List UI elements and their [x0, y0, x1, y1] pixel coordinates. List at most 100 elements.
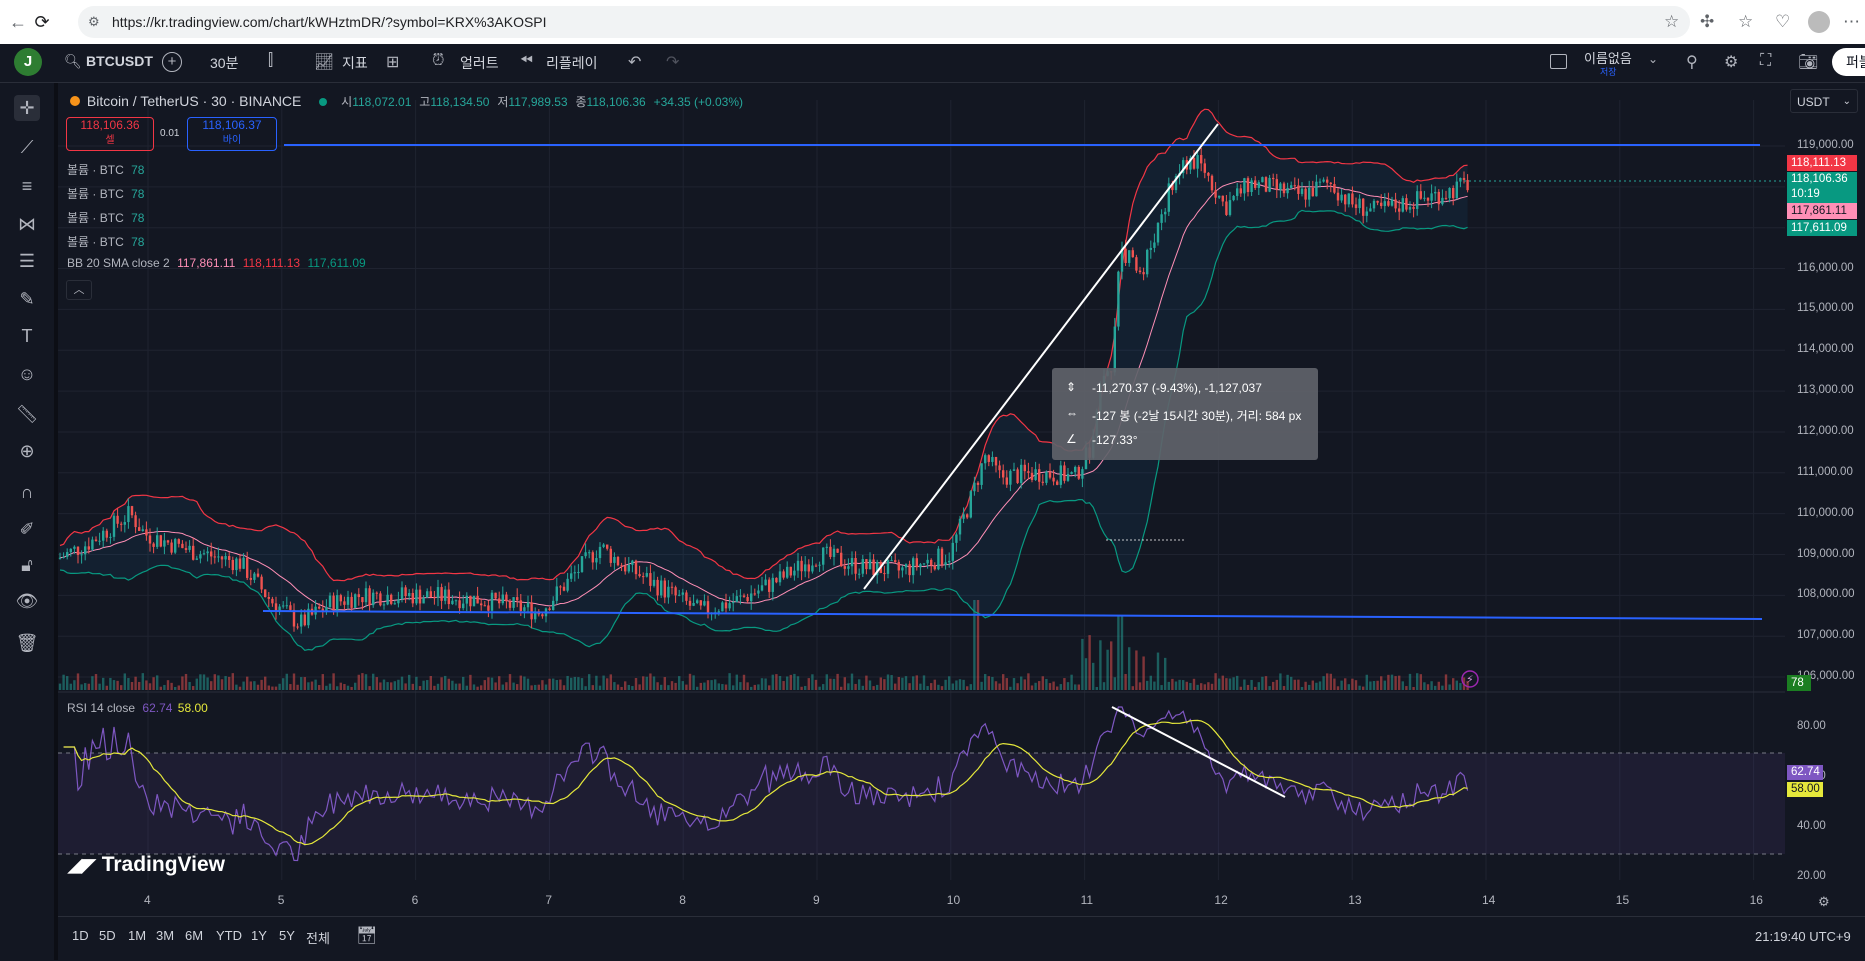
- text-tool-icon[interactable]: T: [21, 326, 33, 346]
- symbol-title[interactable]: Bitcoin / TetherUS · 30 · BINANCE: [86, 93, 302, 109]
- trendline-icon[interactable]: ⟋: [20, 137, 34, 157]
- rsi-indicator[interactable]: RSI 14 close 62.74 58.00: [67, 701, 208, 715]
- volume-indicator-2[interactable]: 볼륨 · BTC 78: [67, 185, 144, 202]
- candle-body: [1048, 471, 1052, 478]
- emoji-icon[interactable]: ☺: [17, 364, 37, 384]
- favorites-icon[interactable]: ☆: [1738, 12, 1754, 31]
- templates-icon[interactable]: ⊞: [386, 54, 400, 71]
- range-button-1y[interactable]: 1Y: [251, 928, 267, 943]
- shield-icon[interactable]: ♡: [1775, 12, 1791, 31]
- clock-timezone[interactable]: 21:19:40 UTC+9: [1755, 929, 1851, 944]
- undo-icon[interactable]: ↶: [628, 54, 642, 71]
- crosshair-icon[interactable]: ✛: [14, 95, 40, 121]
- quick-search-icon[interactable]: ⚲: [1686, 54, 1698, 71]
- replay-button[interactable]: 리플레이: [546, 55, 598, 71]
- layout-name[interactable]: 이름없음: [1584, 51, 1632, 66]
- range-button-3m[interactable]: 3M: [156, 928, 175, 943]
- fullscreen-icon[interactable]: ⛶: [1760, 52, 1772, 69]
- axis-settings-gear-icon[interactable]: ⚙: [1818, 894, 1830, 909]
- range-button-5d[interactable]: 5D: [99, 928, 116, 943]
- range-button-6m[interactable]: 6M: [185, 928, 204, 943]
- range-button-1m[interactable]: 1M: [128, 928, 147, 943]
- horizontal-lines-icon[interactable]: ≡: [21, 176, 33, 196]
- bb-basis-tag: 117,861.11: [1787, 203, 1857, 219]
- redo-icon[interactable]: ↷: [666, 54, 680, 71]
- volume-indicator-4[interactable]: 볼륨 · BTC 78: [67, 233, 144, 250]
- lightning-icon[interactable]: [1461, 670, 1479, 688]
- bb-indicator[interactable]: BB 20 SMA close 2 117,861.11 118,111.13 …: [67, 256, 366, 270]
- brush-icon[interactable]: ✎: [19, 289, 35, 309]
- candle-body: [789, 566, 792, 576]
- address-bar[interactable]: ⚙ https://kr.tradingview.com/chart/kWHzt…: [78, 6, 1690, 38]
- volume-bar: [670, 681, 674, 690]
- candle-body: [894, 560, 897, 562]
- support-horizontal-line[interactable]: [262, 610, 1763, 620]
- alerts-button[interactable]: 얼러트: [460, 55, 499, 71]
- range-button-1d[interactable]: 1D: [72, 928, 89, 943]
- camera-icon[interactable]: 📷︎: [1798, 54, 1819, 71]
- layout-icon[interactable]: [1550, 54, 1567, 69]
- site-info-icon[interactable]: ⚙: [88, 14, 100, 29]
- volume-bar: [264, 676, 267, 690]
- rsi-trendline[interactable]: [1111, 706, 1286, 798]
- range-button-ytd[interactable]: YTD: [216, 928, 242, 943]
- back-icon[interactable]: ←: [9, 12, 27, 32]
- chart-top-toolbar: J 🔍︎ BTCUSDT + 30분 ⫿ 📈︎ 지표 ⊞ ⏰︎ 얼러트 ⏪︎ 리…: [0, 44, 1865, 83]
- ruler-icon[interactable]: 📏︎: [15, 404, 39, 424]
- chart-title[interactable]: Bitcoin / TetherUS · 30 · BINANCE 시118,0…: [70, 93, 743, 110]
- volume-bar: [1128, 647, 1131, 690]
- candle-style-icon[interactable]: ⫿: [268, 52, 274, 69]
- publish-button[interactable]: 퍼블: [1832, 48, 1865, 76]
- volume-label: 볼륨 · BTC: [67, 211, 124, 225]
- tradingview-logo-icon: ◢◤: [68, 855, 96, 875]
- magnet-icon[interactable]: ∩: [20, 482, 34, 502]
- volume-bar: [1380, 676, 1383, 690]
- candle-body: [1182, 160, 1185, 174]
- chevron-down-icon[interactable]: ⌄: [1648, 52, 1659, 66]
- replay-icon[interactable]: ⏪︎: [520, 52, 533, 69]
- candle-body: [811, 565, 814, 572]
- candle-body: [764, 579, 767, 586]
- interval-selector[interactable]: 30분: [210, 55, 239, 71]
- keep-drawing-icon[interactable]: ✐: [19, 519, 35, 539]
- bar-range-icon: ⇔: [1066, 406, 1078, 420]
- bookmark-star-icon[interactable]: ☆: [1664, 12, 1680, 31]
- url-text[interactable]: https://kr.tradingview.com/chart/kWHztmD…: [112, 14, 547, 30]
- zoom-in-icon[interactable]: ⊕: [19, 441, 35, 461]
- range-button-전체[interactable]: 전체: [306, 931, 330, 946]
- alert-icon[interactable]: ⏰︎: [432, 52, 445, 69]
- pattern-icon[interactable]: ⋈: [18, 214, 36, 234]
- symbol-search[interactable]: BTCUSDT: [86, 53, 153, 69]
- reload-icon[interactable]: ⟳: [34, 12, 50, 32]
- user-avatar[interactable]: J: [14, 48, 42, 76]
- buy-button[interactable]: 118,106.37 바이: [187, 117, 277, 151]
- trash-icon[interactable]: 🗑︎: [15, 633, 39, 653]
- tradingview-logo[interactable]: ◢◤ TradingView: [68, 853, 225, 877]
- sell-button[interactable]: 118,106.36 셀: [66, 117, 154, 151]
- volume-bar: [1322, 676, 1325, 690]
- visibility-eye-icon[interactable]: 👁︎: [15, 591, 39, 611]
- search-icon[interactable]: 🔍︎: [64, 53, 82, 69]
- profile-avatar[interactable]: [1808, 11, 1830, 33]
- settings-gear-icon[interactable]: ⚙: [1724, 54, 1739, 71]
- goto-date-calendar-icon[interactable]: 📅︎: [356, 926, 378, 945]
- uptrend-line[interactable]: [863, 123, 1219, 590]
- lock-icon[interactable]: 🔓︎: [21, 555, 33, 575]
- currency-selector[interactable]: USDT ⌄: [1790, 89, 1858, 113]
- volume-bar: [487, 677, 490, 690]
- range-button-5y[interactable]: 5Y: [279, 928, 295, 943]
- time-axis-label: 10: [946, 893, 961, 907]
- collapse-legend-chevron-icon[interactable]: ︿: [66, 280, 92, 300]
- indicators-button[interactable]: 지표: [342, 55, 368, 71]
- volume-bar: [544, 684, 548, 690]
- candle-body: [649, 573, 652, 586]
- volume-indicator-3[interactable]: 볼륨 · BTC 78: [67, 209, 144, 226]
- indicators-icon[interactable]: 📈︎: [314, 54, 335, 71]
- more-menu-icon[interactable]: ⋯: [1843, 12, 1860, 31]
- fib-tools-icon[interactable]: ☰: [18, 251, 36, 271]
- compare-add-icon[interactable]: +: [162, 52, 182, 72]
- extensions-icon[interactable]: ✣: [1700, 12, 1715, 31]
- volume-indicator-1[interactable]: 볼륨 · BTC 78: [67, 161, 144, 178]
- last-price-tag: 118,106.36 10:19: [1787, 172, 1857, 204]
